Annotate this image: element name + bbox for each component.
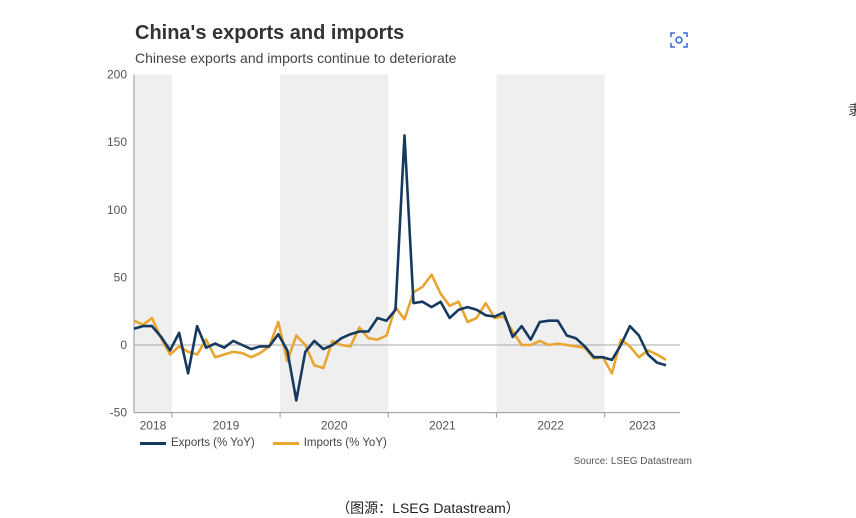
y-tick-label: 50: [114, 270, 128, 284]
legend-swatch-imports: [273, 442, 299, 445]
legend-label-exports: Exports (% YoY): [171, 437, 255, 449]
source-note: Source: LSEG Datastream: [574, 456, 692, 467]
x-tick-label: 2018: [140, 419, 167, 433]
y-tick-label: -50: [110, 406, 128, 420]
shaded-band-2022: [496, 75, 604, 413]
x-tick-label: 2019: [213, 419, 240, 433]
x-tick-label: 2021: [429, 419, 456, 433]
x-tick-label: 2023: [629, 419, 656, 433]
y-tick-label: 100: [107, 203, 127, 217]
y-tick-label: 0: [120, 338, 127, 352]
edge-text: 隶: [848, 100, 856, 120]
x-tick-label: 2022: [537, 419, 564, 433]
shaded-band-2018: [134, 75, 172, 413]
legend-swatch-exports: [140, 442, 166, 445]
image-caption: （图源：LSEG Datastream）: [0, 498, 856, 518]
shaded-band-2020: [280, 75, 388, 413]
legend-item-imports: Imports (% YoY): [273, 437, 387, 449]
legend-item-exports: Exports (% YoY): [140, 437, 255, 449]
y-tick-label: 150: [107, 135, 127, 149]
x-tick-label: 2020: [321, 419, 348, 433]
legend-label-imports: Imports (% YoY): [304, 437, 387, 449]
legend: Exports (% YoY) Imports (% YoY): [140, 437, 387, 449]
y-tick-label: 200: [107, 68, 127, 82]
